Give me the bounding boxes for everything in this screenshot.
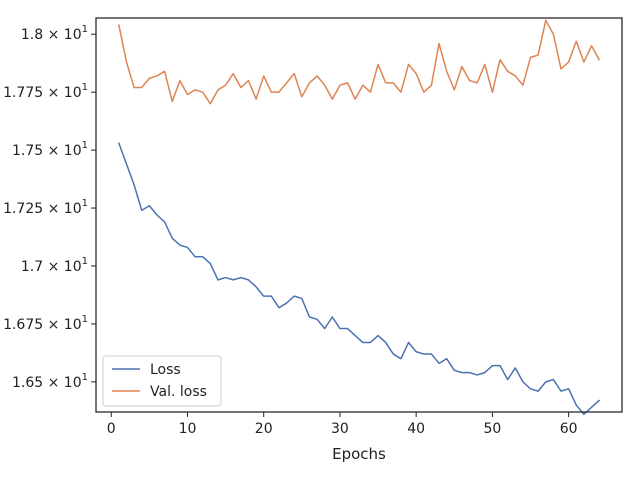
y-tick-exponent: 1	[82, 24, 88, 35]
y-tick-base: 10	[64, 143, 82, 159]
legend-label-1: Val. loss	[150, 384, 207, 400]
series-line-0	[118, 142, 600, 416]
y-tick-mantissa: 1.8	[21, 27, 43, 43]
y-tick-label: 1.65 × 101	[12, 372, 88, 391]
y-tick-label: 1.7 × 101	[21, 256, 88, 275]
y-tick-mantissa: 1.725	[3, 201, 43, 217]
y-tick-exponent: 1	[82, 256, 88, 267]
y-tick-mantissa: 1.75	[12, 143, 43, 159]
y-tick-mantissa: 1.775	[3, 85, 43, 101]
y-tick-mantissa: 1.7	[21, 259, 43, 275]
y-tick-base: 10	[64, 317, 82, 333]
x-tick-label: 30	[331, 421, 349, 437]
x-axis-ticks: 0 10 20 30 40 50 60	[107, 412, 578, 437]
y-tick-times: ×	[43, 201, 64, 217]
y-tick-mantissa: 1.65	[12, 375, 43, 391]
y-tick-label: 1.775 × 101	[3, 82, 88, 101]
y-tick-base: 10	[64, 259, 82, 275]
y-tick-label: 1.725 × 101	[3, 198, 88, 217]
legend: Loss Val. loss	[102, 355, 222, 407]
y-tick-base: 10	[64, 27, 82, 43]
y-tick-base: 10	[64, 375, 82, 391]
x-tick-label: 50	[483, 421, 501, 437]
x-tick-label: 10	[179, 421, 197, 437]
y-tick-times: ×	[43, 375, 64, 391]
y-tick-exponent: 1	[82, 314, 88, 325]
y-tick-times: ×	[43, 27, 64, 43]
y-tick-label: 1.8 × 101	[21, 24, 88, 43]
y-tick-base: 10	[64, 201, 82, 217]
x-axis-label: Epochs	[332, 445, 386, 463]
y-tick-label: 1.675 × 101	[3, 314, 88, 333]
y-tick-times: ×	[43, 143, 64, 159]
y-tick-exponent: 1	[82, 140, 88, 151]
x-tick-label: 20	[255, 421, 273, 437]
y-tick-times: ×	[43, 85, 64, 101]
y-tick-base: 10	[64, 85, 82, 101]
series-lines-group	[118, 19, 600, 416]
y-tick-times: ×	[43, 259, 64, 275]
x-tick-label: 40	[407, 421, 425, 437]
x-tick-label: 0	[107, 421, 116, 437]
plot-area-frame	[95, 17, 623, 413]
y-tick-exponent: 1	[82, 82, 88, 93]
x-tick-label: 60	[560, 421, 578, 437]
y-tick-mantissa: 1.675	[3, 317, 43, 333]
y-tick-times: ×	[43, 317, 64, 333]
y-tick-exponent: 1	[82, 372, 88, 383]
series-line-1	[118, 19, 600, 105]
legend-label-0: Loss	[150, 362, 181, 378]
y-tick-exponent: 1	[82, 198, 88, 209]
y-tick-label: 1.75 × 101	[12, 140, 88, 159]
